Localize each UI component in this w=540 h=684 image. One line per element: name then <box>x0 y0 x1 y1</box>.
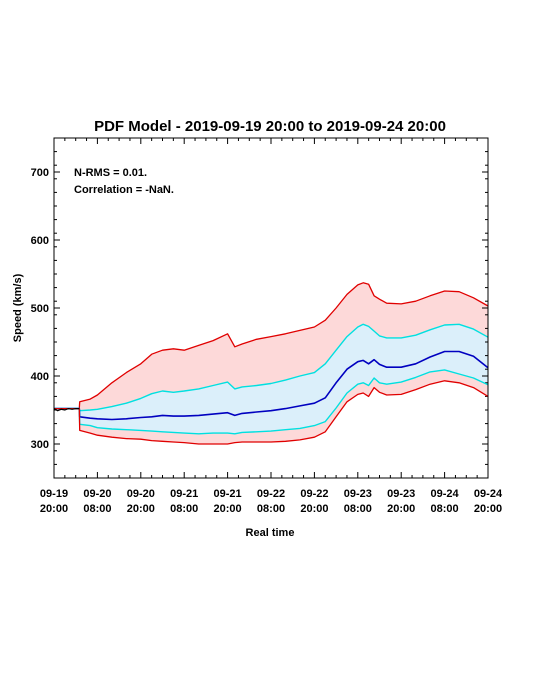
x-tick-label-date: 09-22 <box>300 488 328 500</box>
correlation-annotation: Correlation = -NaN. <box>74 184 174 196</box>
y-tick-labels: 300 400 500 600 700 <box>31 167 49 451</box>
x-tick-label-date: 09-21 <box>170 488 198 500</box>
x-tick-label-date: 09-23 <box>344 488 372 500</box>
y-tick-label: 700 <box>31 167 49 179</box>
x-tick-label-time: 20:00 <box>387 503 415 515</box>
y-tick-label: 500 <box>31 303 49 315</box>
series-line-median <box>54 350 489 421</box>
x-tick-label-time: 08:00 <box>431 503 459 515</box>
y-tick-label: 400 <box>31 371 49 383</box>
x-tick-label-date: 09-20 <box>127 488 155 500</box>
series-line-outer-lower <box>54 380 489 445</box>
x-tick-labels: 09-19 20:00 09-20 08:00 09-20 20:00 09-21 08:00… <box>40 488 503 515</box>
x-axis-label: Real time <box>246 527 295 539</box>
series-line-inner-lower <box>54 369 489 435</box>
x-tick-label-time: 08:00 <box>170 503 198 515</box>
x-tick-label-date: 09-24 <box>474 488 503 500</box>
series-line-inner-upper <box>54 323 489 412</box>
x-tick-label-date: 09-23 <box>387 488 415 500</box>
x-tick-label-date: 09-20 <box>83 488 111 500</box>
x-tick-label-date: 09-19 <box>40 488 68 500</box>
plot-frame <box>53 137 489 479</box>
spread-bands <box>54 282 488 444</box>
x-tick-label-time: 08:00 <box>257 503 285 515</box>
x-tick-label-time: 20:00 <box>40 503 68 515</box>
y-axis-label: Speed (km/s) <box>12 273 24 342</box>
x-tick-label-date: 09-22 <box>257 488 285 500</box>
series-line-observed <box>53 407 80 412</box>
y-tick-label: 600 <box>31 235 49 247</box>
x-tick-label-date: 09-24 <box>431 488 460 500</box>
x-tick-label-time: 20:00 <box>300 503 328 515</box>
series-lines <box>53 282 489 445</box>
inner-band-fill <box>54 324 488 434</box>
x-tick-label-time: 08:00 <box>83 503 111 515</box>
nrms-annotation: N-RMS = 0.01. <box>74 167 147 179</box>
y-tick-label: 300 <box>31 439 49 451</box>
x-tick-label-time: 20:00 <box>474 503 502 515</box>
x-tick-label-time: 20:00 <box>214 503 242 515</box>
x-tick-label-date: 09-21 <box>214 488 242 500</box>
chart-title: PDF Model - 2019-09-19 20:00 to 2019-09-… <box>94 118 446 135</box>
series-line-outer-upper <box>54 282 489 410</box>
x-tick-label-time: 20:00 <box>127 503 155 515</box>
x-tick-label-time: 08:00 <box>344 503 372 515</box>
